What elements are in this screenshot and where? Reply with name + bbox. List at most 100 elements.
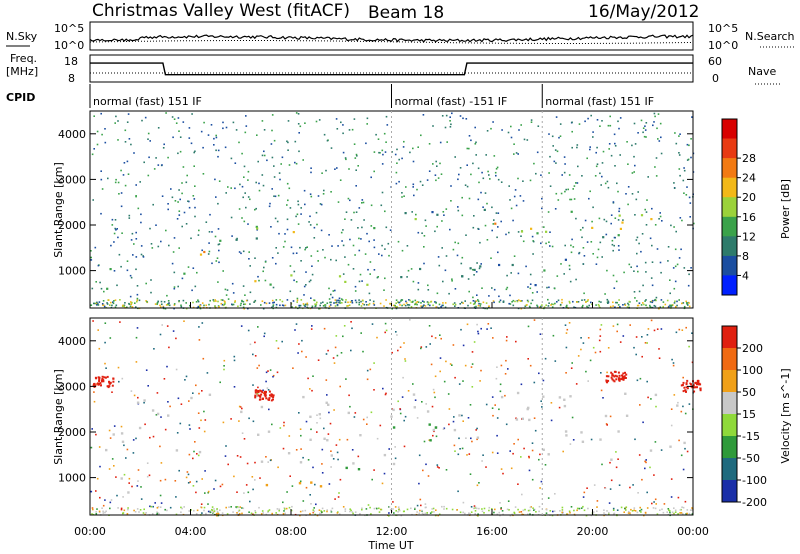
scatter-cell (146, 462, 149, 464)
ground-cell (492, 300, 495, 302)
scatter-cell (563, 273, 565, 275)
scatter-cell (319, 203, 322, 205)
scatter-cell (563, 156, 566, 158)
scatter-cell (645, 211, 648, 213)
scatter-cell (654, 115, 656, 118)
ground-cell (268, 509, 271, 511)
power-cell (183, 272, 186, 275)
scatter-cell (198, 229, 200, 232)
scatter-cell (350, 349, 352, 352)
scatter-cell (594, 351, 597, 354)
velocity-cell (156, 412, 160, 416)
ground-cell (267, 510, 270, 512)
ground-cell (306, 304, 309, 306)
scatter-cell (305, 420, 308, 423)
scatter-cell (414, 399, 417, 401)
scatter-cell (444, 126, 447, 129)
ground-cell (302, 303, 305, 305)
scatter-cell (157, 164, 160, 166)
ground-cell (526, 299, 529, 302)
scatter-cell (454, 288, 457, 290)
scatter-cell (146, 475, 149, 478)
ground-cell (405, 300, 407, 303)
scatter-cell (552, 145, 554, 147)
ground-cell (581, 306, 584, 308)
ground-cell (397, 511, 399, 513)
ground-cell (482, 301, 485, 304)
ground-cell (220, 302, 223, 305)
scatter-cell (149, 227, 151, 230)
station-title: Christmas Valley West (fitACF) (92, 1, 350, 21)
ground-cell (509, 514, 512, 517)
scatter-cell (569, 198, 571, 201)
scatter-cell (355, 185, 357, 187)
scatter-cell (352, 268, 355, 270)
scatter-cell (141, 119, 143, 122)
scatter-cell (478, 302, 480, 305)
scatter-cell (642, 127, 645, 129)
ground-cell (134, 511, 137, 513)
scatter-cell (682, 179, 685, 182)
ground-cell (488, 306, 490, 309)
scatter-cell (330, 466, 332, 468)
scatter-cell (636, 265, 638, 268)
scatter-cell (445, 360, 447, 363)
scatter-cell (612, 249, 614, 252)
ground-cell (526, 304, 528, 306)
scatter-cell (674, 265, 677, 268)
ground-cell (414, 507, 416, 509)
ground-cell (417, 301, 420, 303)
scatter-cell (429, 343, 431, 345)
velocity-cell (175, 449, 179, 452)
power-cell (494, 222, 497, 225)
scatter-cell (629, 324, 631, 326)
velocity-cell (260, 405, 264, 409)
ground-cell (96, 304, 98, 306)
scatter-cell (180, 403, 183, 405)
ground-cell (193, 509, 195, 512)
ground-cell (587, 299, 589, 301)
scatter-cell (124, 184, 127, 187)
ground-cell (254, 299, 257, 302)
scatter-cell (563, 171, 566, 174)
ground-cell (502, 513, 504, 516)
scatter-cell (347, 263, 350, 266)
ground-cell (580, 507, 583, 509)
ground-cell (672, 304, 674, 306)
ground-cell (673, 512, 675, 515)
scatter-cell (286, 228, 289, 231)
scatter-cell (178, 214, 181, 216)
scatter-cell (132, 439, 135, 441)
ground-cell (488, 305, 490, 307)
scatter-cell (554, 208, 557, 210)
ground-cell (662, 301, 665, 303)
scatter-cell (421, 184, 424, 186)
scatter-cell (91, 287, 94, 290)
scatter-cell (384, 277, 386, 280)
velocity-cell (151, 409, 155, 412)
scatter-cell (641, 478, 643, 481)
velocity-cell (326, 439, 329, 442)
ground-cell (473, 302, 476, 305)
scatter-cell (669, 279, 671, 281)
scatter-cell (655, 157, 658, 159)
scatter-cell (323, 427, 325, 430)
ground-cell (109, 507, 111, 510)
scatter-cell (575, 383, 578, 385)
scatter-cell (658, 348, 660, 350)
scatter-cell (659, 122, 662, 125)
scatter-cell (432, 388, 435, 391)
ground-cell (96, 302, 99, 305)
scatter-cell (328, 483, 331, 485)
scatter-cell (528, 455, 530, 458)
scatter-cell (599, 125, 601, 127)
scatter-cell (472, 226, 475, 229)
scatter-cell (614, 145, 617, 147)
scatter-cell (252, 488, 254, 491)
scatter-cell (223, 365, 225, 367)
velocity-cell (265, 397, 268, 400)
ground-cell (195, 301, 198, 303)
scatter-cell (93, 115, 95, 117)
scatter-cell (449, 120, 451, 122)
scatter-cell (425, 346, 428, 348)
